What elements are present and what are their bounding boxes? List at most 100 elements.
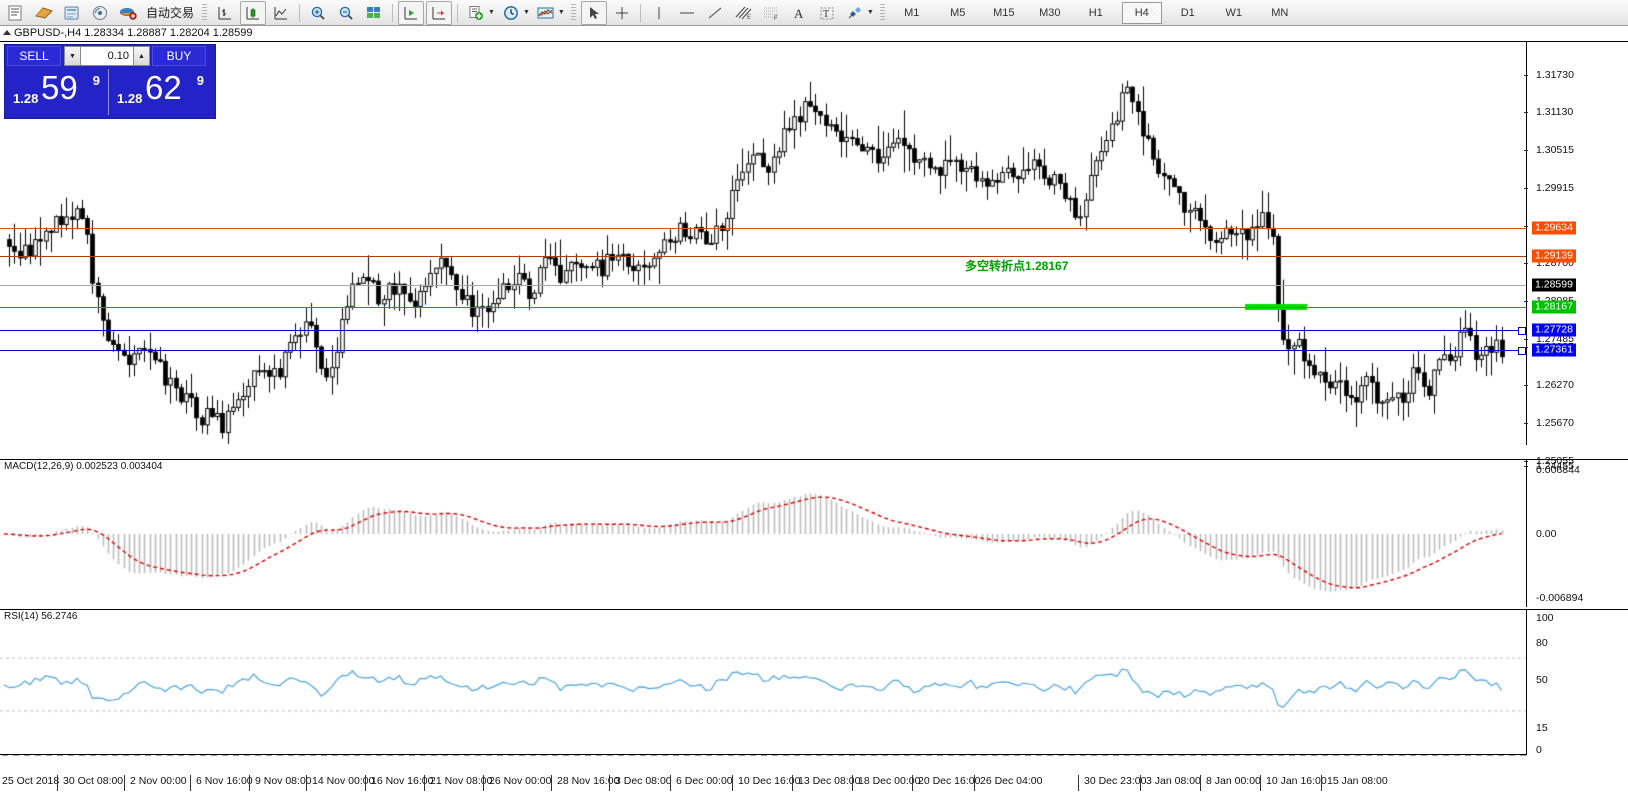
time-separator bbox=[792, 775, 793, 791]
toolbar-grip-3[interactable] bbox=[879, 3, 885, 22]
book-icon[interactable] bbox=[31, 1, 57, 25]
timeframe-h1[interactable]: H1 bbox=[1088, 6, 1103, 19]
period-clock-icon[interactable] bbox=[498, 1, 524, 25]
pivot-line[interactable] bbox=[0, 307, 1527, 308]
resistance-line-2[interactable] bbox=[0, 256, 1527, 257]
chevron-up-icon[interactable]: ▲ bbox=[133, 46, 150, 66]
timeframe-m15[interactable]: M15 bbox=[993, 6, 1015, 19]
resistance-level-1[interactable]: 1.29634 bbox=[1532, 221, 1576, 235]
bar-chart-icon[interactable] bbox=[212, 1, 238, 25]
timeframe-m5[interactable]: M5 bbox=[950, 6, 966, 19]
time-axis-label: 6 Nov 16:00 bbox=[196, 775, 253, 787]
time-minor-tick bbox=[1498, 755, 1504, 756]
one-click-trading-panel[interactable]: SELL ▼ 0.10 ▲ BUY 1.28 59 9 1.28 62 9 bbox=[4, 44, 216, 119]
current-bid-level[interactable]: 1.28599 bbox=[1532, 278, 1576, 292]
collapse-triangle-icon[interactable] bbox=[3, 30, 11, 35]
time-axis-label: 20 Dec 16:00 bbox=[918, 775, 981, 787]
volume-input[interactable]: 0.10 bbox=[81, 46, 133, 66]
time-minor-tick bbox=[882, 755, 888, 756]
period-dropdown-caret-icon[interactable]: ▼ bbox=[522, 9, 530, 16]
order-icon[interactable] bbox=[3, 1, 29, 25]
pivot-level[interactable]: 1.28167 bbox=[1532, 300, 1576, 314]
chart-shift-icon[interactable] bbox=[398, 0, 425, 25]
support-line-1-handle[interactable] bbox=[1518, 327, 1526, 335]
indicator-tick-label: 0.00 bbox=[1536, 528, 1557, 540]
time-minor-tick bbox=[90, 755, 96, 756]
buy-button[interactable]: BUY bbox=[152, 46, 206, 66]
templates-icon[interactable] bbox=[463, 1, 489, 25]
vertical-line-icon[interactable] bbox=[646, 1, 672, 25]
candlestick-chart-icon[interactable] bbox=[240, 0, 267, 25]
expert-advisor-icon[interactable] bbox=[115, 1, 141, 25]
zoom-out-icon[interactable] bbox=[333, 1, 359, 25]
zoom-in-icon[interactable] bbox=[305, 1, 331, 25]
time-separator bbox=[249, 775, 250, 791]
volume-stepper[interactable]: ▼ 0.10 ▲ bbox=[64, 46, 150, 66]
auto-scroll-icon[interactable] bbox=[426, 0, 453, 25]
fibonacci-icon[interactable]: F bbox=[758, 1, 784, 25]
time-axis[interactable]: 25 Oct 2018 30 Oct 08:00 2 Nov 00:00 6 Nov … bbox=[0, 754, 1628, 799]
price-scale[interactable]: 1.317301.311301.305151.299151.293001.287… bbox=[1524, 42, 1628, 472]
signal-icon[interactable] bbox=[87, 1, 113, 25]
bid-line[interactable] bbox=[0, 285, 1527, 286]
cursor-icon[interactable] bbox=[580, 0, 607, 25]
macd-label: MACD(12,26,9) 0.002523 0.003404 bbox=[4, 461, 163, 472]
tile-windows-icon[interactable] bbox=[361, 1, 387, 25]
resistance-line-1[interactable] bbox=[0, 228, 1527, 229]
rsi-pane[interactable]: RSI(14) 56.2746 100 80 50 15 0 bbox=[0, 609, 1628, 756]
resistance-level-2[interactable]: 1.29139 bbox=[1532, 249, 1576, 263]
support-level-2[interactable]: 1.27361 bbox=[1532, 343, 1576, 357]
timeframe-mn[interactable]: MN bbox=[1271, 6, 1289, 19]
time-minor-tick bbox=[904, 755, 910, 756]
price-tick bbox=[1524, 75, 1528, 76]
autotrade-button[interactable]: 自动交易 bbox=[146, 6, 195, 20]
toolbar-grip[interactable] bbox=[202, 3, 208, 22]
time-separator bbox=[124, 775, 125, 791]
time-minor-tick bbox=[1509, 755, 1515, 756]
time-minor-tick bbox=[1157, 755, 1163, 756]
objects-icon[interactable] bbox=[842, 1, 868, 25]
sell-button[interactable]: SELL bbox=[7, 46, 61, 66]
time-minor-tick bbox=[794, 755, 800, 756]
timeframe-w1[interactable]: W1 bbox=[1225, 6, 1243, 19]
time-axis-label: 26 Nov 00:00 bbox=[489, 775, 552, 787]
text-label-icon[interactable]: T bbox=[814, 1, 840, 25]
time-minor-tick bbox=[431, 755, 437, 756]
indicators-dropdown-caret-icon[interactable]: ▼ bbox=[557, 9, 565, 16]
time-axis-label: 15 Jan 08:00 bbox=[1327, 775, 1388, 787]
indicators-icon[interactable] bbox=[533, 1, 559, 25]
crosshair-icon[interactable] bbox=[609, 1, 635, 25]
time-minor-tick bbox=[816, 755, 822, 756]
support-line-2[interactable] bbox=[0, 350, 1527, 351]
time-minor-tick bbox=[178, 755, 184, 756]
templates-dropdown-caret-icon[interactable]: ▼ bbox=[488, 9, 495, 16]
timeframe-h4[interactable]: H4 bbox=[1121, 1, 1162, 24]
buy-quote[interactable]: 1.28 62 9 bbox=[111, 69, 212, 115]
time-minor-tick bbox=[926, 755, 932, 756]
equidistant-channel-icon[interactable]: E bbox=[730, 1, 756, 25]
toolbar-grip-2[interactable] bbox=[570, 3, 576, 22]
indicator-tick-label: 80 bbox=[1536, 637, 1548, 649]
timeframe-m1[interactable]: M1 bbox=[904, 6, 920, 19]
svg-text:E: E bbox=[747, 15, 751, 21]
timeframe-m30[interactable]: M30 bbox=[1039, 6, 1061, 19]
text-icon[interactable]: A bbox=[786, 1, 812, 25]
objects-dropdown-caret-icon[interactable]: ▼ bbox=[866, 9, 874, 16]
line-chart-icon[interactable] bbox=[268, 1, 294, 25]
price-tick-label: 1.29915 bbox=[1536, 182, 1574, 194]
time-minor-tick bbox=[1168, 755, 1174, 756]
timeframe-d1[interactable]: D1 bbox=[1180, 6, 1195, 19]
sell-quote[interactable]: 1.28 59 9 bbox=[7, 69, 108, 115]
support-level-1[interactable]: 1.27728 bbox=[1532, 323, 1576, 337]
trendline-icon[interactable] bbox=[702, 1, 728, 25]
time-minor-tick bbox=[574, 755, 580, 756]
support-line-2-handle[interactable] bbox=[1518, 347, 1526, 355]
support-line-1[interactable] bbox=[0, 330, 1527, 331]
time-minor-tick bbox=[1289, 755, 1295, 756]
svg-text:A: A bbox=[794, 6, 804, 21]
chevron-down-icon[interactable]: ▼ bbox=[64, 46, 81, 66]
horizontal-line-icon[interactable] bbox=[674, 1, 700, 25]
news-icon[interactable] bbox=[59, 1, 85, 25]
price-pane[interactable]: 多空转折点1.28167 1.31730 1.31130 1.30515 1.2991… bbox=[0, 41, 1628, 472]
macd-pane[interactable]: MACD(12,26,9) 0.002523 0.003404 0.006844… bbox=[0, 459, 1628, 607]
